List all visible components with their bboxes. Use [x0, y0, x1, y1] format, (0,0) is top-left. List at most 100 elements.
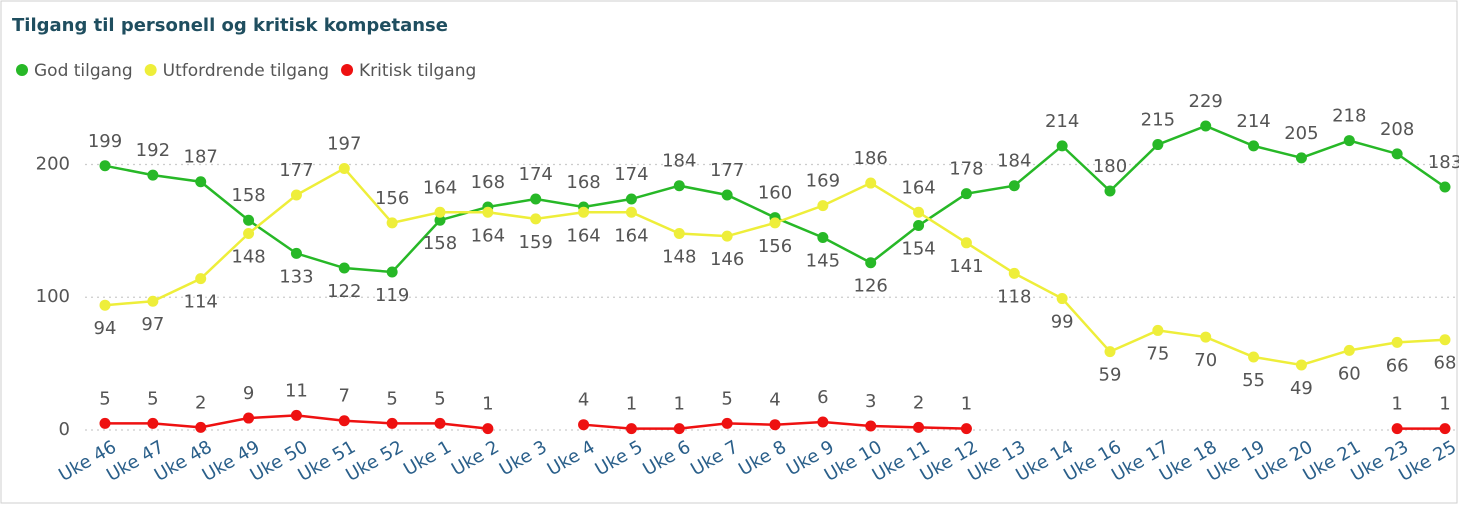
data-label: 156	[375, 188, 409, 209]
data-point	[865, 257, 877, 269]
data-label: 215	[1141, 110, 1175, 131]
y-tick-label: 100	[36, 286, 70, 307]
data-label: 145	[806, 250, 840, 271]
data-point	[338, 415, 350, 427]
data-label: 122	[327, 281, 361, 302]
data-label: 1	[674, 394, 685, 415]
data-point	[1248, 351, 1260, 363]
data-label: 66	[1386, 355, 1409, 376]
data-label: 7	[339, 386, 350, 407]
data-label: 5	[721, 388, 732, 409]
data-label: 9	[243, 383, 254, 404]
data-point	[482, 206, 494, 218]
data-point	[817, 416, 829, 428]
data-point	[482, 423, 494, 435]
y-tick-label: 200	[36, 153, 70, 174]
data-point	[1391, 423, 1403, 435]
data-label: 60	[1338, 363, 1361, 384]
data-point	[243, 412, 255, 424]
data-label: 119	[375, 285, 409, 306]
data-point	[721, 189, 733, 201]
data-point	[960, 237, 972, 249]
y-tick-label: 0	[59, 419, 70, 440]
data-label: 4	[769, 390, 780, 411]
data-point	[721, 230, 733, 242]
data-label: 158	[423, 233, 457, 254]
legend-label: Kritisk tilgang	[359, 61, 476, 81]
data-point	[1391, 336, 1403, 348]
data-point	[1104, 346, 1116, 358]
data-point	[913, 220, 925, 232]
data-point	[195, 176, 207, 188]
data-label: 148	[231, 247, 265, 268]
data-label: 168	[566, 172, 600, 193]
data-label: 2	[195, 392, 206, 413]
data-point	[769, 217, 781, 229]
x-tick-label: Uke 7	[687, 436, 742, 480]
data-label: 154	[901, 239, 935, 260]
data-label: 205	[1284, 123, 1318, 144]
data-label: 59	[1099, 365, 1122, 386]
data-label: 1	[1391, 394, 1402, 415]
legend-label: God tilgang	[34, 61, 133, 81]
data-point	[1104, 185, 1116, 197]
data-label: 1	[482, 394, 493, 415]
data-point	[290, 409, 302, 421]
data-point	[1295, 359, 1307, 371]
data-point	[817, 200, 829, 212]
data-point	[1439, 423, 1451, 435]
data-point	[290, 247, 302, 259]
data-label: 5	[99, 388, 110, 409]
data-label: 4	[578, 390, 589, 411]
legend-marker	[144, 64, 157, 76]
data-label: 184	[662, 151, 696, 172]
x-tick-label: Uke 5	[592, 436, 647, 480]
data-label: 164	[614, 225, 648, 246]
data-point	[386, 417, 398, 429]
data-point	[578, 206, 590, 218]
data-point	[625, 193, 637, 205]
data-label: 141	[949, 256, 983, 277]
data-point	[1391, 148, 1403, 160]
data-label: 146	[710, 249, 744, 270]
data-point	[673, 228, 685, 240]
data-label: 133	[279, 266, 313, 287]
data-point	[960, 188, 972, 200]
data-point	[530, 193, 542, 205]
data-label: 168	[471, 172, 505, 193]
data-label: 177	[279, 160, 313, 181]
data-label: 75	[1146, 343, 1169, 364]
data-label: 218	[1332, 106, 1366, 127]
data-label: 1	[1439, 394, 1450, 415]
legend-marker	[341, 64, 354, 76]
data-point	[769, 419, 781, 431]
data-label: 159	[519, 232, 553, 253]
data-point	[721, 417, 733, 429]
data-point	[434, 214, 446, 226]
data-label: 2	[913, 392, 924, 413]
data-point	[147, 417, 159, 429]
data-label: 164	[566, 225, 600, 246]
data-label: 214	[1045, 111, 1079, 132]
data-point	[673, 423, 685, 435]
data-label: 199	[88, 131, 122, 152]
data-point	[913, 206, 925, 218]
legend-marker	[16, 64, 28, 76]
data-label: 11	[285, 380, 308, 401]
x-tick-label: Uke 6	[639, 436, 694, 480]
data-label: 5	[434, 388, 445, 409]
data-point	[147, 169, 159, 181]
data-point	[578, 419, 590, 431]
data-point	[243, 228, 255, 240]
data-label: 183	[1428, 152, 1459, 173]
data-point	[147, 295, 159, 307]
data-label: 186	[854, 148, 888, 169]
data-label: 3	[865, 391, 876, 412]
data-label: 177	[710, 160, 744, 181]
data-label: 229	[1189, 91, 1223, 112]
data-label: 70	[1194, 350, 1217, 371]
data-label: 114	[184, 292, 218, 313]
data-label: 180	[1093, 156, 1127, 177]
data-label: 164	[901, 177, 935, 198]
